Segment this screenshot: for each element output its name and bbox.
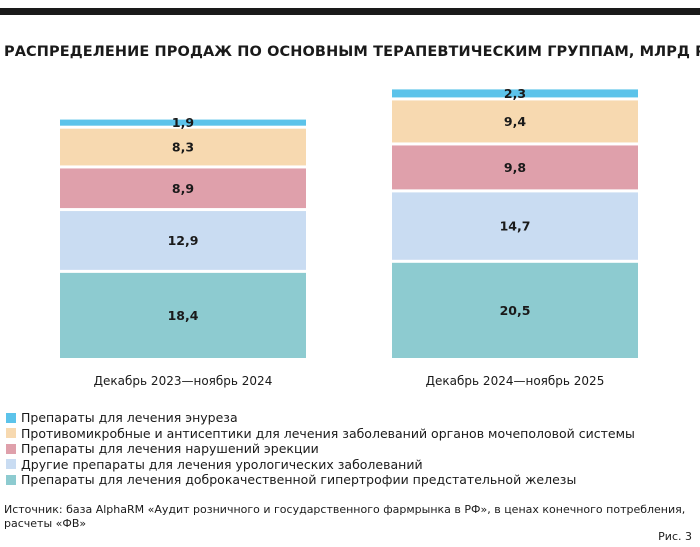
bar-segment: [392, 262, 638, 358]
data-label: 8,9: [172, 181, 194, 196]
legend-label: Другие препараты для лечения урологическ…: [21, 456, 423, 472]
legend-swatch: [6, 459, 16, 470]
legend-item: Препараты для лечения нарушений эрекции: [6, 441, 635, 457]
bar-segment: [60, 168, 306, 209]
legend-swatch: [6, 474, 16, 485]
data-label: 1,9: [172, 115, 194, 130]
legend-label: Препараты для лечения нарушений эрекции: [21, 441, 319, 457]
data-label: 20,5: [500, 303, 531, 318]
bar-segment: [60, 272, 306, 358]
legend-item: Противомикробные и антисептики для лечен…: [6, 426, 635, 442]
legend-label: Препараты для лечения доброкачественной …: [21, 472, 577, 488]
bar-segment: [60, 211, 306, 270]
bar-segment: [392, 100, 638, 143]
data-label: 2,3: [504, 86, 526, 101]
bar-segment: [60, 128, 306, 166]
legend-item: Другие препараты для лечения урологическ…: [6, 457, 635, 473]
legend-item: Препараты для лечения энуреза: [6, 410, 635, 426]
data-label: 14,7: [500, 219, 531, 234]
data-label: 9,4: [504, 114, 526, 129]
data-label: 9,8: [504, 160, 526, 175]
bar-segment: [60, 119, 306, 126]
bar-segment: [392, 192, 638, 260]
legend: Препараты для лечения энуреза Противомикр…: [6, 410, 635, 488]
stacked-bar-chart: 18,4 12,9 8,9 8,3 1,9 Декабрь 2023—ноябрь 202…: [60, 86, 638, 388]
data-label: 18,4: [168, 308, 199, 323]
chart-title: РАСПРЕДЕЛЕНИЕ ПРОДАЖ ПО ОСНОВНЫМ ТЕРАПЕВ…: [4, 44, 700, 60]
top-rule: [0, 8, 700, 15]
category-label: Декабрь 2024—ноябрь 2025: [426, 374, 605, 388]
figure-label: Рис. 3: [658, 530, 692, 543]
bar-segment: [392, 145, 638, 190]
data-label: 12,9: [168, 233, 199, 248]
data-label: 8,3: [172, 140, 194, 155]
legend-label: Препараты для лечения энуреза: [21, 410, 238, 426]
source-note: Источник: база AlphaRM «Аудит розничного…: [4, 503, 686, 530]
legend-swatch: [6, 428, 16, 439]
legend-swatch: [6, 443, 16, 454]
category-label: Декабрь 2023—ноябрь 2024: [94, 374, 273, 388]
bar-segment: [392, 89, 638, 98]
legend-item: Препараты для лечения доброкачественной …: [6, 472, 635, 488]
legend-swatch: [6, 412, 16, 423]
legend-label: Противомикробные и антисептики для лечен…: [21, 425, 635, 441]
